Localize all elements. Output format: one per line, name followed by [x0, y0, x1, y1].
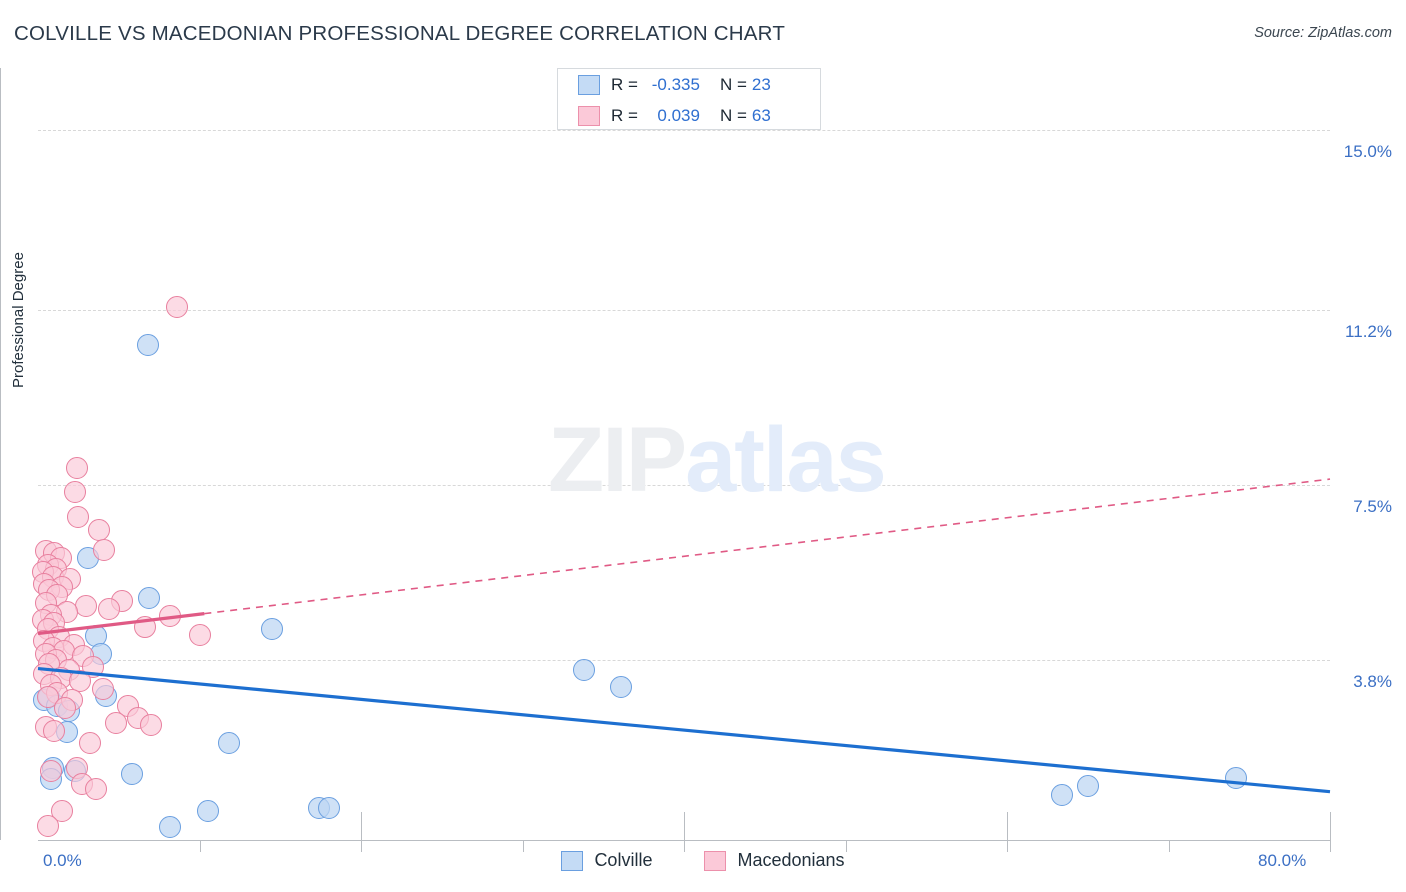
- x-axis-tick-mark: [1168, 840, 1170, 852]
- correlation-stats-legend: R = -0.335 N = 23 R = 0.039 N = 63: [557, 68, 821, 130]
- r-value: 0.039: [657, 105, 700, 125]
- x-axis-tick-mark-major: [361, 812, 362, 840]
- stat-row-macedonians: R = 0.039 N = 63: [558, 100, 820, 131]
- x-axis-tick-mark-major: [684, 812, 685, 840]
- stat-row-colville: R = -0.335 N = 23: [558, 69, 820, 100]
- x-axis-tick-mark: [361, 840, 362, 852]
- scatter-point[interactable]: [317, 796, 340, 819]
- gridline: [38, 660, 1330, 662]
- series-legend: Colville Macedonians: [0, 850, 1406, 871]
- scatter-point[interactable]: [93, 539, 116, 562]
- scatter-point[interactable]: [36, 814, 59, 837]
- scatter-point[interactable]: [64, 480, 87, 503]
- trendline-colville: [37, 666, 1331, 794]
- legend-item-label: Colville: [594, 850, 653, 870]
- legend-item-label: Macedonians: [737, 850, 845, 870]
- gridline: [38, 484, 1330, 486]
- scatter-point[interactable]: [610, 676, 632, 699]
- y-axis-title: Professional Degree: [10, 252, 32, 388]
- scatter-point[interactable]: [159, 815, 182, 838]
- r-label: R =: [611, 105, 638, 125]
- scatter-point[interactable]: [1050, 784, 1073, 806]
- colville-legend-swatch-icon: [561, 850, 584, 871]
- macedonians-swatch-icon: [578, 105, 600, 126]
- page-title: COLVILLE VS MACEDONIAN PROFESSIONAL DEGR…: [14, 22, 786, 45]
- scatter-point[interactable]: [65, 457, 88, 480]
- x-axis-tick-mark: [199, 840, 201, 852]
- scatter-point[interactable]: [98, 597, 121, 620]
- r-label: R =: [611, 74, 638, 94]
- y-axis-line: [0, 68, 1, 840]
- scatter-point[interactable]: [165, 296, 188, 319]
- n-label: N =: [719, 105, 747, 125]
- r-value: -0.335: [651, 74, 700, 94]
- y-axis-tick-label: 7.5%: [1353, 496, 1392, 516]
- macedonians-legend-swatch-icon: [704, 850, 727, 871]
- scatter-point[interactable]: [51, 799, 74, 822]
- n-value: 23: [751, 74, 771, 94]
- scatter-point[interactable]: [67, 505, 90, 528]
- x-axis-tick-mark: [845, 840, 847, 852]
- scatter-point[interactable]: [54, 697, 77, 720]
- scatter-point[interactable]: [572, 659, 595, 682]
- scatter-point[interactable]: [104, 711, 127, 734]
- scatter-point[interactable]: [188, 624, 211, 647]
- scatter-point[interactable]: [140, 714, 163, 737]
- scatter-point[interactable]: [136, 334, 159, 357]
- scatter-point[interactable]: [120, 762, 143, 785]
- x-axis-tick-mark-major: [1330, 812, 1331, 840]
- trendline-macedonians-solid: [37, 612, 205, 636]
- scatter-point[interactable]: [91, 678, 114, 701]
- n-label: N =: [719, 74, 747, 94]
- x-axis-tick-mark: [522, 840, 524, 852]
- x-axis-tick-mark: [1007, 840, 1008, 852]
- scatter-point[interactable]: [138, 586, 161, 609]
- scatter-point[interactable]: [1076, 774, 1099, 797]
- source-attribution: Source: ZipAtlas.com: [1254, 25, 1392, 41]
- plot-background: [38, 68, 1330, 840]
- scatter-point[interactable]: [217, 731, 240, 754]
- trendline-macedonians-dashed: [204, 478, 1331, 615]
- y-axis-tick-label: 15.0%: [1343, 141, 1392, 161]
- n-value: 63: [751, 105, 771, 125]
- gridline: [38, 309, 1330, 311]
- scatter-point[interactable]: [43, 720, 66, 743]
- x-axis-tick-mark: [1330, 840, 1331, 852]
- x-axis-tick-mark-major: [1007, 812, 1008, 840]
- y-axis-tick-label: 11.2%: [1345, 321, 1392, 341]
- scatter-point[interactable]: [36, 685, 59, 708]
- colville-swatch-icon: [578, 74, 600, 95]
- x-axis-tick-mark: [684, 840, 685, 852]
- trendlines: [37, 478, 1331, 794]
- y-axis-title-text: Professional Degree: [10, 252, 27, 388]
- legend-item-macedonians[interactable]: Macedonians: [704, 850, 845, 871]
- y-axis-tick-label: 3.8%: [1353, 672, 1392, 692]
- x-axis-tick-label: 80.0%: [1258, 851, 1307, 870]
- scatter-point[interactable]: [261, 618, 284, 641]
- scatter-point[interactable]: [78, 731, 101, 754]
- scatter-point[interactable]: [85, 777, 108, 800]
- x-axis-tick-label: 0.0%: [43, 851, 82, 870]
- legend-item-colville[interactable]: Colville: [561, 850, 652, 871]
- scatter-point[interactable]: [196, 799, 219, 822]
- plot-area: [31, 68, 1331, 840]
- gridline: [38, 129, 1330, 131]
- scatter-point[interactable]: [39, 760, 62, 783]
